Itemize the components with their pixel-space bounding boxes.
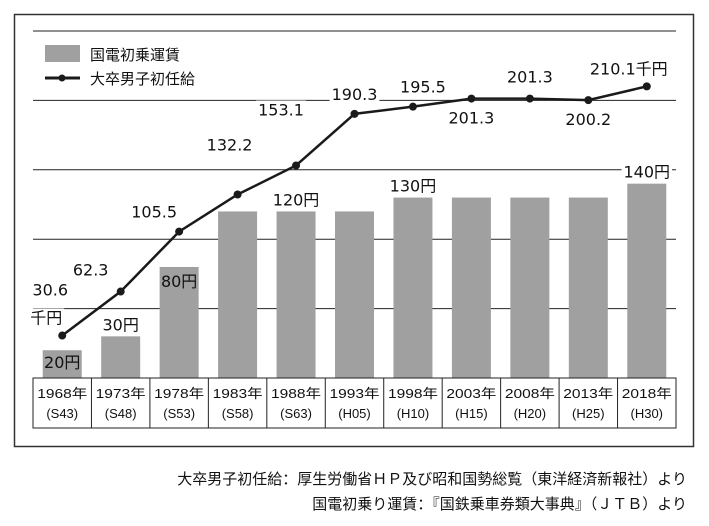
legend-label-fare: 国電初乗運賃 <box>90 46 180 64</box>
label-bg <box>100 315 141 335</box>
legend-point-salary <box>58 74 66 82</box>
label-bg <box>270 190 322 210</box>
bar-fare <box>568 197 608 378</box>
point-salary <box>408 102 417 111</box>
label-salary: 200.2 <box>565 110 611 129</box>
x-tick-year: 2018年 <box>622 386 672 401</box>
bar-fare <box>627 183 667 378</box>
label-bg <box>587 59 670 79</box>
x-tick-year: 2003年 <box>446 386 496 401</box>
label-salary: 153.1 <box>258 100 304 119</box>
label-salary: 195.5 <box>400 78 446 97</box>
bar-fare <box>42 350 82 378</box>
label-bg <box>204 135 255 155</box>
x-tick-era: (H10) <box>397 406 430 421</box>
label-bg <box>28 308 65 328</box>
point-salary <box>584 96 593 105</box>
point-salary <box>116 287 125 296</box>
legend-label-salary: 大卒男子初任給 <box>90 70 195 88</box>
label-fare: 30円 <box>102 315 138 334</box>
bar-fare <box>393 197 433 378</box>
x-tick-era: (H15) <box>455 406 488 421</box>
label-fare: 130円 <box>390 177 437 196</box>
bar-fare <box>335 211 374 378</box>
label-bg <box>129 202 180 222</box>
label-bg <box>70 260 111 280</box>
label-bg <box>563 110 614 130</box>
bar-fare <box>510 197 550 378</box>
label-fare: 140円 <box>623 163 670 182</box>
x-tick-year: 1993年 <box>330 386 380 401</box>
chart-frame <box>13 13 695 448</box>
label-salary: 132.2 <box>207 136 253 155</box>
label-salary: 210.1千円 <box>590 59 668 78</box>
label-bg <box>387 176 439 196</box>
x-tick-era: (S58) <box>222 406 254 421</box>
x-tick-year: 2008年 <box>505 386 555 401</box>
label-fare: 80円 <box>161 272 197 291</box>
label-bg <box>446 108 497 128</box>
x-tick-year: 2013年 <box>563 386 613 401</box>
label-fare: 120円 <box>273 190 320 209</box>
label-salary: 201.3 <box>449 109 495 128</box>
x-tick-year: 1973年 <box>96 386 146 401</box>
label-bg <box>329 84 380 104</box>
legend-swatch-fare <box>45 45 80 62</box>
x-tick-year: 1983年 <box>213 386 263 401</box>
x-tick-year: 1988年 <box>271 386 321 401</box>
label-bg <box>30 280 71 300</box>
bar-fare <box>159 266 199 378</box>
x-tick-era: (H20) <box>514 406 547 421</box>
x-tick-era: (H25) <box>572 406 605 421</box>
axis-table <box>32 377 677 429</box>
point-salary <box>292 161 301 170</box>
x-tick-year: 1968年 <box>37 386 87 401</box>
source-note-fare: 国電初乗り運賃：『国鉄乗車券類大事典』（ＪＴＢ）より <box>312 495 687 513</box>
x-tick-year: 1978年 <box>154 386 204 401</box>
label-salary: 201.3 <box>507 68 553 87</box>
x-tick-era: (S43) <box>46 406 78 421</box>
point-salary <box>350 109 359 118</box>
x-tick-era: (S53) <box>163 406 195 421</box>
label-bg <box>398 77 448 97</box>
point-salary <box>233 190 242 199</box>
label-salary: 190.3 <box>332 85 378 104</box>
label-fare: 20円 <box>44 353 80 372</box>
label-bg <box>621 162 673 182</box>
label-salary: 105.5 <box>131 203 177 222</box>
x-tick-era: (S48) <box>105 406 137 421</box>
point-salary <box>175 227 184 236</box>
x-tick-era: (H05) <box>338 406 371 421</box>
point-salary <box>467 94 476 103</box>
label-bg <box>504 67 555 87</box>
bar-fare <box>451 197 491 378</box>
x-tick-era: (H30) <box>631 406 664 421</box>
bar-fare <box>218 211 258 378</box>
x-tick-era: (S63) <box>280 406 312 421</box>
label-salary: 62.3 <box>73 261 109 280</box>
label-salary: 30.6 <box>32 281 68 300</box>
point-salary <box>642 82 651 91</box>
label-bg <box>256 100 306 120</box>
bar-fare <box>101 336 141 378</box>
source-note-salary: 大卒男子初任給：厚生労働省ＨＰ及び昭和国勢総覧（東洋経済新報社）より <box>177 470 687 488</box>
x-tick-year: 1998年 <box>388 386 438 401</box>
point-salary <box>525 94 534 103</box>
bar-fare <box>276 211 316 378</box>
point-salary <box>58 331 67 340</box>
label-salary-unit: 千円 <box>30 309 62 328</box>
